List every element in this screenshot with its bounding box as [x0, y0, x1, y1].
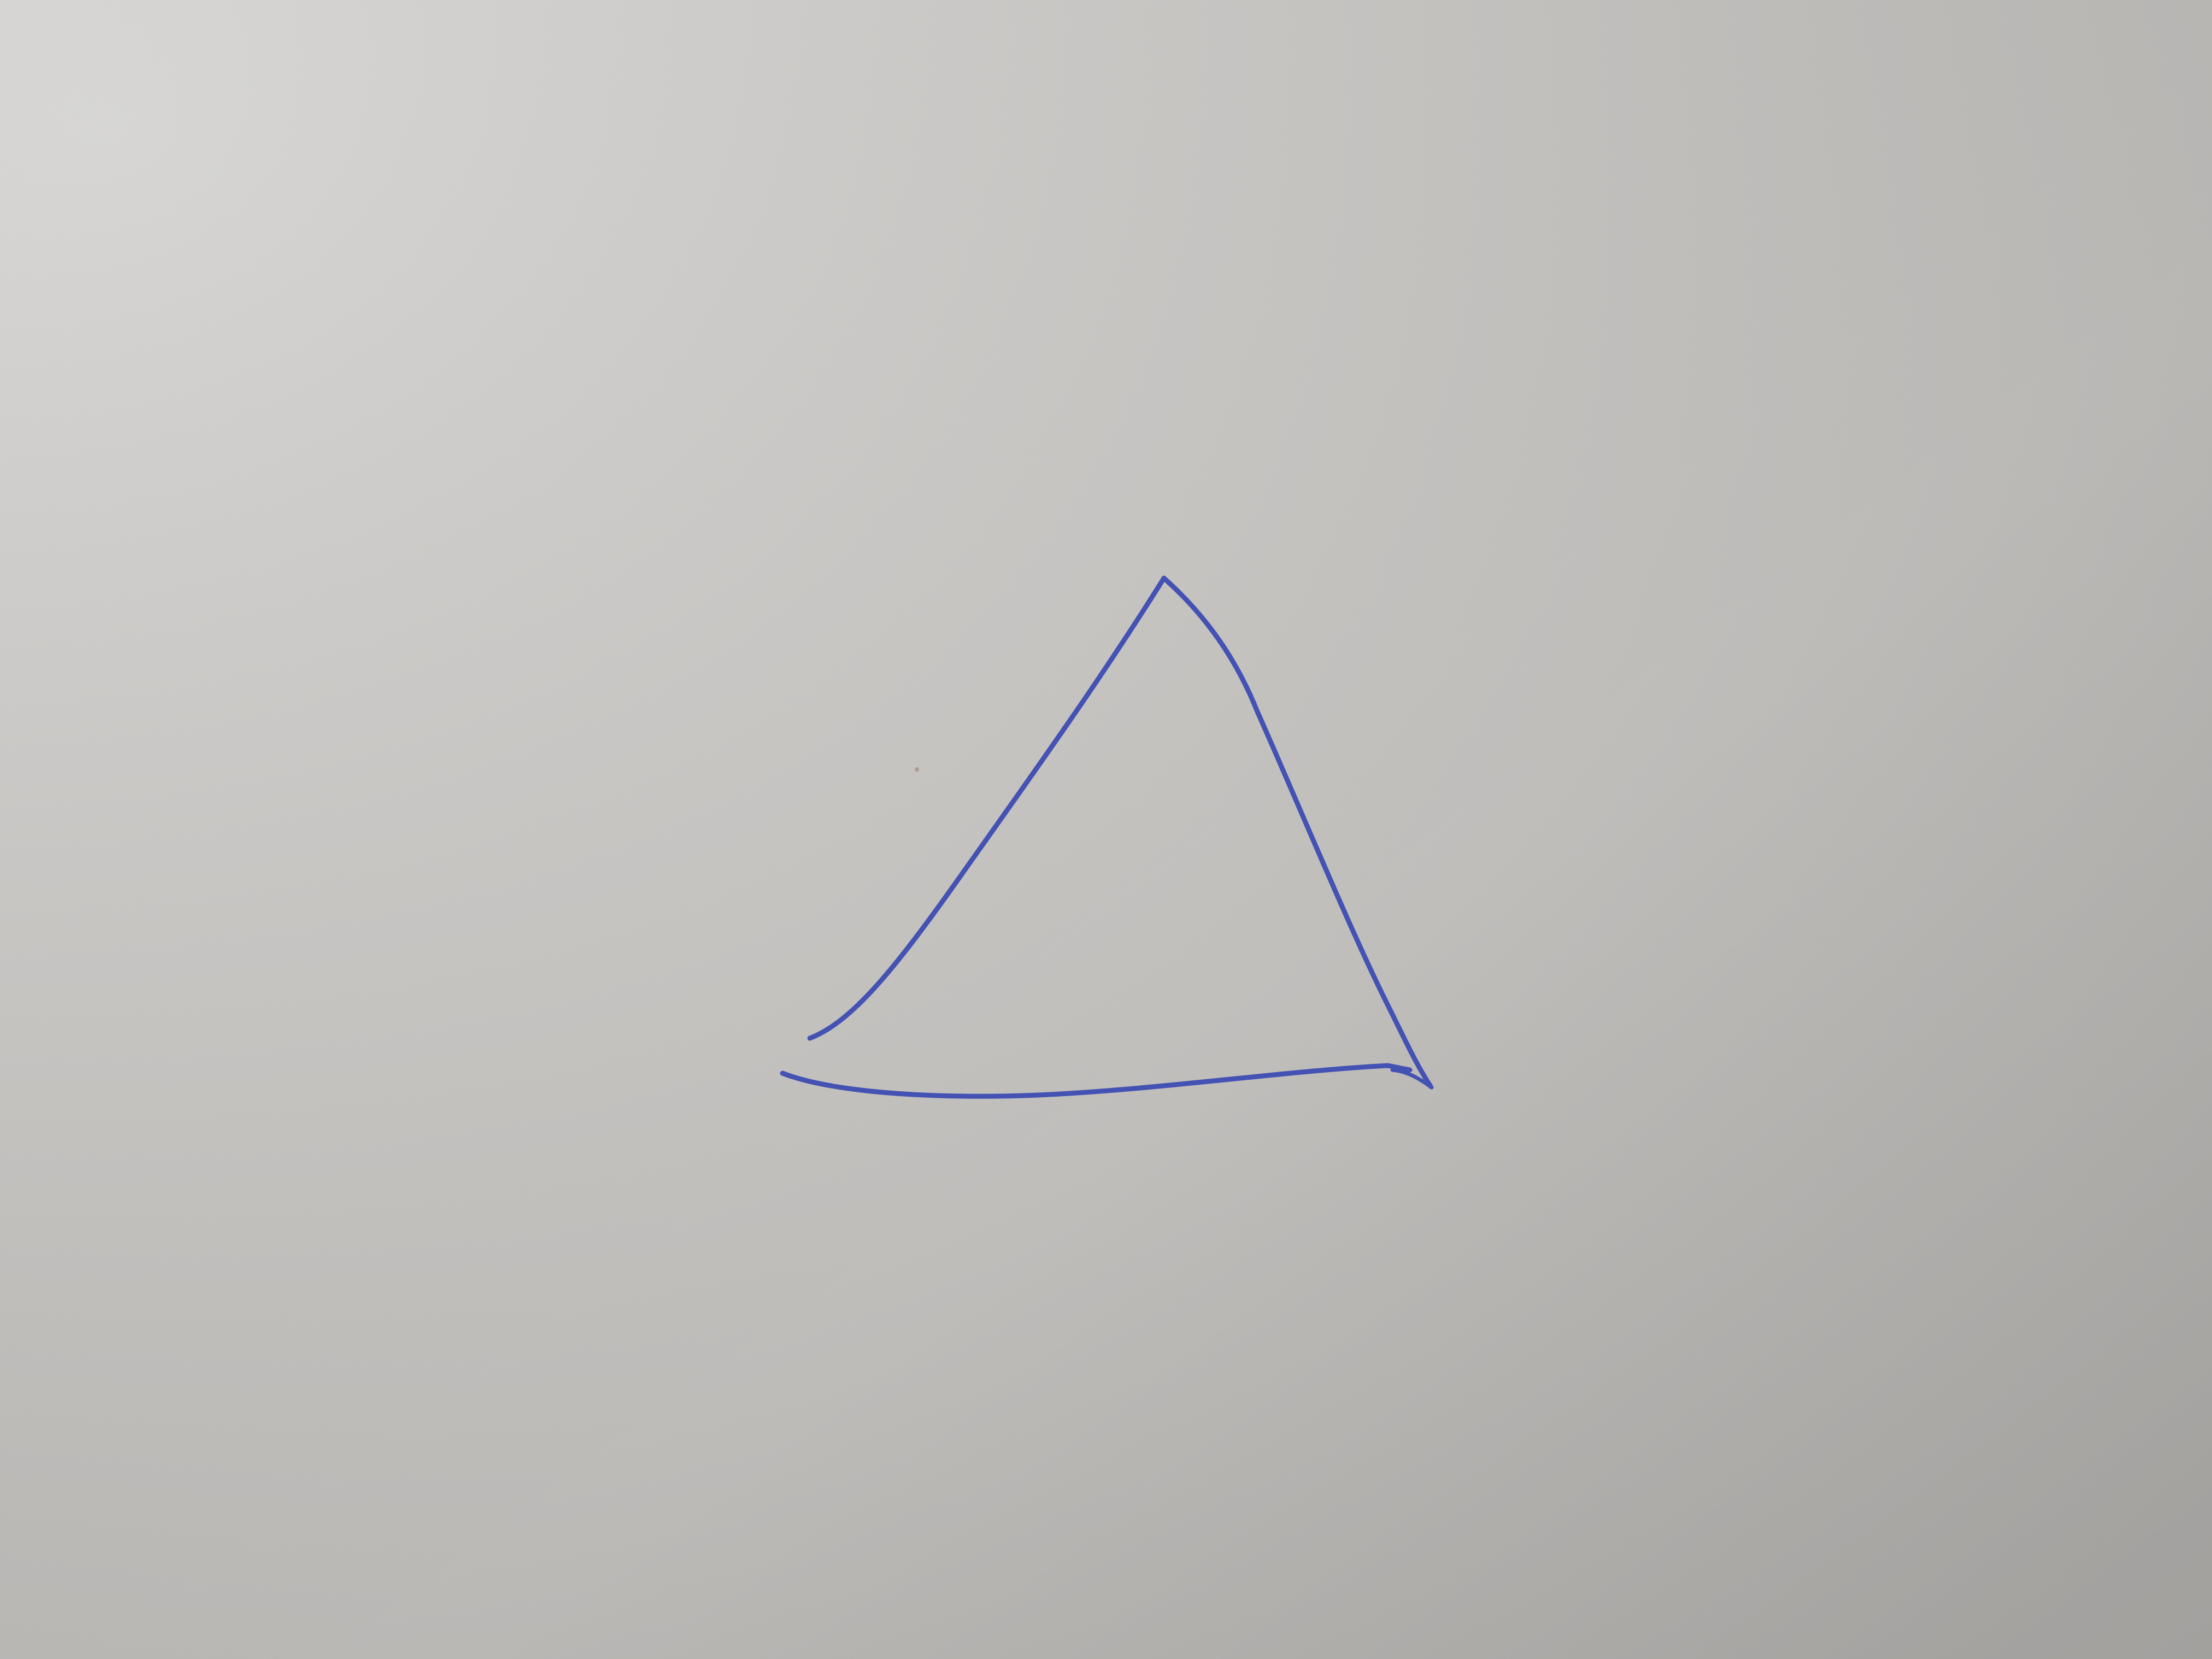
triangle-right-stroke [1161, 575, 1433, 1089]
triangle-corner-hook [1390, 1068, 1434, 1090]
triangle-left-stroke [807, 575, 1167, 1041]
triangle-drawing [780, 575, 1434, 1099]
triangle-base-stroke [780, 1063, 1413, 1099]
paper-speck [915, 767, 919, 772]
